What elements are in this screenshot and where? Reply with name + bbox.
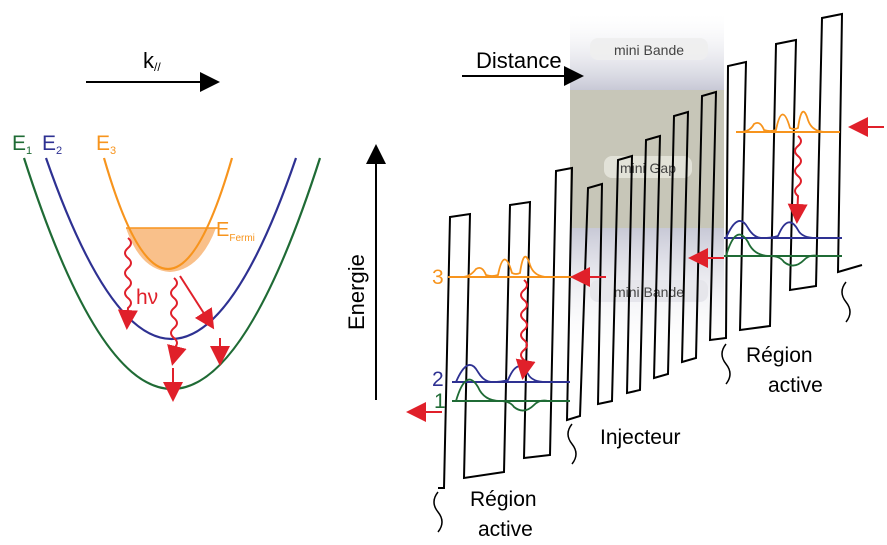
- photon-wavy-arrow-2: [167, 277, 187, 366]
- level-3-label: 3: [432, 266, 444, 289]
- mini-gap-pill: [604, 156, 692, 178]
- relaxation-arrow-1: [179, 275, 215, 330]
- wavefunction-2-right: [725, 220, 817, 239]
- region-active-right-line2: active: [768, 374, 823, 397]
- wavefunction-1-right: [725, 233, 819, 267]
- photon-wavy-arrow-1: [117, 237, 138, 330]
- conduction-band-profile: [438, 12, 863, 489]
- distance-label: Distance: [476, 48, 562, 73]
- fermi-sea-fill: [126, 228, 216, 272]
- brace-region-right: [721, 343, 731, 385]
- brace-region-left: [433, 491, 443, 533]
- left-panel-band-diagram: k// E1 E2 E3 EFermi hν: [12, 48, 322, 402]
- brace-injector: [567, 423, 577, 465]
- region-active-left-line1: Région: [470, 488, 537, 511]
- wavefunction-3-right: [739, 110, 827, 133]
- photon-label: hν: [136, 286, 158, 309]
- band-e2-curve: [44, 157, 298, 340]
- mini-band-top-pill: [590, 38, 708, 60]
- mini-band-bottom-pill: [590, 280, 708, 302]
- band-e3-label: E3: [96, 132, 116, 157]
- band-e3-curve: [102, 157, 234, 270]
- fermi-label: EFermi: [216, 219, 255, 244]
- right-panel-quantum-cascade: mini Bande mini Gap mini Bande Distance …: [344, 12, 884, 541]
- photon-wavy-arrow-left-region: [515, 279, 536, 380]
- wavefunction-3-left: [461, 255, 549, 278]
- level-2-label: 2: [432, 368, 444, 391]
- brace-region-right-2: [841, 281, 851, 323]
- k-axis-label: k//: [143, 48, 161, 74]
- level-1-label: 1: [434, 390, 446, 413]
- energy-label: Energie: [344, 254, 369, 330]
- region-active-left-line2: active: [478, 518, 533, 541]
- mini-band-top-label: mini Bande: [614, 42, 684, 58]
- region-active-right-line1: Région: [746, 344, 813, 367]
- injector-label: Injecteur: [600, 426, 681, 449]
- photon-wavy-arrow-right-region: [787, 135, 808, 224]
- mini-gap-label: mini Gap: [620, 160, 676, 176]
- mini-band-bottom-label: mini Bande: [614, 284, 684, 300]
- wavefunction-1-left: [455, 378, 549, 412]
- band-e2-label: E2: [42, 132, 62, 157]
- band-e1-label: E1: [12, 132, 32, 157]
